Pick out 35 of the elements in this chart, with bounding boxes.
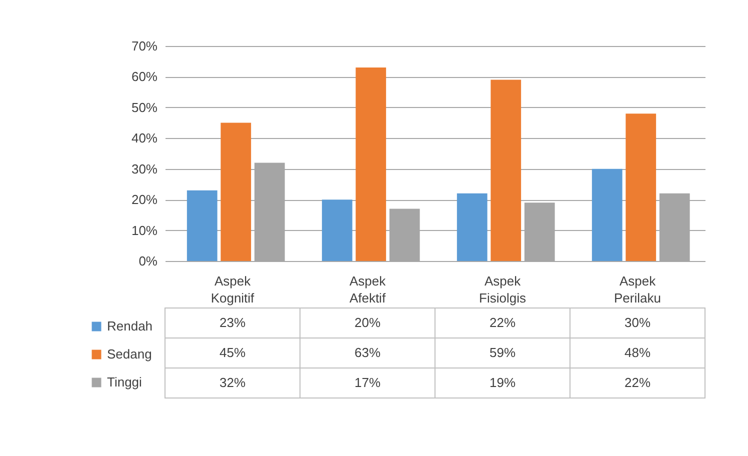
x-tick-label: Aspek Fisiolgis	[479, 274, 526, 306]
bar	[490, 80, 522, 261]
y-tick-label: 60%	[131, 69, 158, 84]
bar	[456, 193, 488, 261]
y-tick-label: 70%	[131, 38, 158, 54]
legend-label: Sedang	[107, 346, 152, 362]
data-label: 59%	[489, 345, 516, 360]
y-tick-label: 30%	[131, 161, 158, 176]
bar	[186, 190, 218, 261]
x-tick-label: Aspek Kognitif	[210, 274, 255, 306]
data-label: 63%	[354, 345, 381, 360]
y-tick-label: 10%	[131, 222, 158, 238]
data-label: 22%	[624, 375, 651, 390]
data-label: 17%	[354, 375, 381, 390]
x-tick-label: Aspek Afektif	[349, 274, 386, 306]
x-tick-label: Aspek Perilaku	[614, 274, 661, 306]
data-label: 48%	[624, 345, 651, 360]
bar	[220, 122, 252, 261]
data-label: 22%	[489, 315, 516, 330]
y-tick-label: 20%	[131, 192, 158, 208]
bar	[592, 168, 622, 261]
data-label: 19%	[489, 375, 516, 390]
legend-label: Tinggi	[107, 374, 142, 390]
data-label: 32%	[219, 375, 246, 390]
bar	[626, 114, 656, 261]
data-label: 30%	[624, 315, 651, 330]
y-tick-label: 50%	[131, 100, 158, 115]
bar	[356, 68, 386, 261]
y-tick-label: 0%	[138, 254, 158, 268]
y-tick-label: 40%	[131, 130, 158, 146]
data-label: 45%	[219, 345, 246, 360]
bar	[322, 200, 352, 261]
data-label: 23%	[219, 315, 246, 330]
legend-label: Rendah	[107, 318, 153, 334]
data-label: 20%	[354, 315, 381, 330]
